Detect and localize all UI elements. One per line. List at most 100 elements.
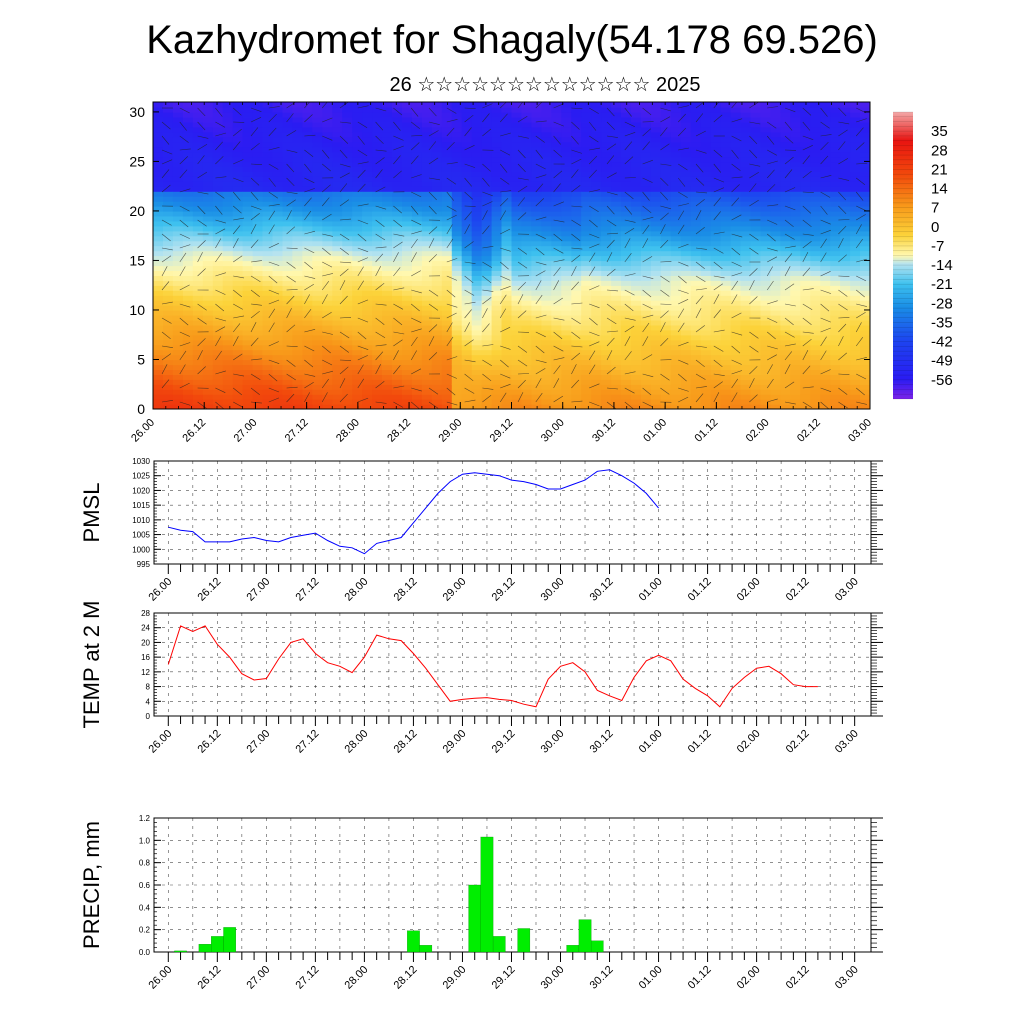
colorbar-bands (893, 111, 913, 400)
precip-bar (223, 927, 236, 953)
y-tick-label: 20 (141, 638, 150, 647)
heatmap-x-tick-label: 26.12 (180, 417, 208, 445)
colorbar-label: -28 (931, 295, 953, 312)
x-tick-label: 26.12 (195, 964, 223, 992)
y-tick-label: 0.0 (139, 948, 151, 957)
x-tick-label: 03.00 (833, 576, 861, 604)
y-tick-label: 12 (141, 668, 150, 677)
x-tick-label: 30.00 (539, 964, 567, 992)
x-tick-label: 01.12 (686, 728, 714, 756)
y-tick-label: 1030 (132, 457, 150, 466)
x-tick-label: 28.00 (343, 728, 371, 756)
heatmap-y-tick-label: 20 (129, 203, 145, 219)
y-axis-title: PMSL (79, 483, 104, 543)
y-tick-label: 1020 (132, 486, 150, 495)
x-tick-label: 02.00 (735, 576, 763, 604)
colorbar-label: 35 (931, 123, 948, 140)
heatmap-x-tick-label: 27.12 (283, 417, 311, 445)
page-title: Kazhydromet for Shagaly(54.178 69.526) (146, 18, 878, 62)
pmsl-panel: 995 1000 1005 1010 1015 1020 1025 1030 26.00 26.1… (79, 457, 883, 604)
x-tick-label: 29.12 (490, 728, 518, 756)
heatmap-y-axis: 0 5 10 15 20 25 30 (129, 104, 870, 417)
x-tick-label: 30.00 (539, 576, 567, 604)
heatmap-panel: 0 5 10 15 20 25 30 26.00 26.12 27.00 27.12 28.00 28… (129, 101, 874, 445)
page-subtitle: 26 ☆☆☆☆☆☆☆☆☆☆☆☆☆ 2025 (389, 74, 701, 96)
colorbar-label: 7 (931, 200, 939, 217)
plot-frame (153, 612, 872, 717)
x-tick-label: 27.12 (294, 964, 322, 992)
x-tick-label: 28.12 (392, 576, 420, 604)
heatmap-x-tick-label: 29.12 (488, 417, 516, 445)
y-tick-label: 1010 (132, 516, 150, 525)
precip-bar (174, 950, 187, 953)
heatmap-x-tick-label: 29.00 (436, 417, 464, 445)
y-tick-label: 0.6 (139, 881, 151, 890)
colorbar-label: 28 (931, 142, 948, 159)
x-tick-label: 29.12 (490, 576, 518, 604)
heatmap-x-tick-label: 30.12 (590, 417, 618, 445)
temp-panel: 0 4 8 12 16 20 24 28 26.00 26.12 27.00 27.12 28.00 28… (79, 601, 883, 756)
x-tick-label: 29.00 (441, 964, 469, 992)
y-tick-label: 16 (141, 653, 150, 662)
x-tick-label: 29.00 (441, 728, 469, 756)
x-tick-label: 29.00 (441, 576, 469, 604)
x-tick-label: 01.12 (686, 964, 714, 992)
y-tick-label: 4 (146, 697, 151, 706)
x-tick-label: 30.12 (588, 576, 616, 604)
x-tick-label: 27.12 (294, 728, 322, 756)
y-tick-label: 1015 (132, 501, 150, 510)
x-tick-label: 27.00 (245, 964, 273, 992)
x-tick-label: 01.12 (686, 576, 714, 604)
precip-bar (578, 919, 592, 953)
x-tick-label: 26.00 (146, 576, 174, 604)
heatmap-x-tick-label: 03.00 (846, 417, 874, 445)
precip-bar (211, 936, 224, 953)
y-tick-label: 1000 (132, 545, 150, 554)
x-tick-label: 27.12 (294, 576, 322, 604)
colorbar-label: -56 (931, 372, 953, 389)
colorbar-label: -49 (931, 353, 953, 370)
heatmap-x-tick-label: 28.12 (385, 417, 413, 445)
y-tick-label: 0 (146, 712, 151, 721)
precip-bar (566, 945, 580, 953)
x-tick-label: 30.12 (588, 728, 616, 756)
precip-bar (492, 936, 506, 953)
x-tick-label: 03.00 (833, 728, 861, 756)
precip-bar (590, 940, 604, 953)
x-tick-label: 27.00 (245, 576, 273, 604)
x-tick-label: 26.00 (146, 728, 174, 756)
x-tick-label: 26.00 (146, 964, 174, 992)
series-line (168, 469, 659, 555)
y-tick-label: 1005 (132, 531, 150, 540)
heatmap-x-tick-label: 02.00 (744, 417, 772, 445)
y-tick-label: 0.4 (139, 903, 151, 912)
x-tick-label: 02.12 (784, 964, 812, 992)
heatmap-y-tick-label: 5 (137, 351, 145, 367)
y-tick-label: 1.0 (139, 836, 151, 845)
y-tick-label: 8 (146, 683, 151, 692)
colorbar-label: -21 (931, 276, 953, 293)
heatmap-x-tick-label: 27.00 (232, 417, 260, 445)
heatmap-x-tick-label: 02.12 (795, 417, 823, 445)
x-tick-label: 28.00 (343, 964, 371, 992)
colorbar-labels: 35 28 21 14 7 0 -7 -14 -21 -28 -35 -42 -49 -56 (931, 123, 953, 389)
y-axis-title: PRECIP, mm (79, 821, 104, 949)
heatmap-x-tick-label: 26.00 (129, 417, 157, 445)
x-tick-label: 26.12 (195, 728, 223, 756)
precip-bar (468, 884, 482, 953)
x-tick-label: 02.12 (784, 728, 812, 756)
colorbar-label: 14 (931, 181, 948, 198)
y-tick-label: 1025 (132, 472, 150, 481)
x-tick-label: 30.12 (588, 964, 616, 992)
heatmap-y-tick-label: 10 (129, 302, 145, 318)
y-tick-label: 0.2 (139, 926, 151, 935)
x-tick-label: 01.00 (637, 576, 665, 604)
precip-bar (407, 930, 420, 953)
colorbar-label: 0 (931, 219, 939, 236)
precip-bar (198, 944, 212, 953)
colorbar-label: -7 (931, 238, 944, 255)
x-tick-label: 30.00 (539, 728, 567, 756)
x-tick-label: 28.00 (343, 576, 371, 604)
colorbar-label: 21 (931, 161, 948, 178)
